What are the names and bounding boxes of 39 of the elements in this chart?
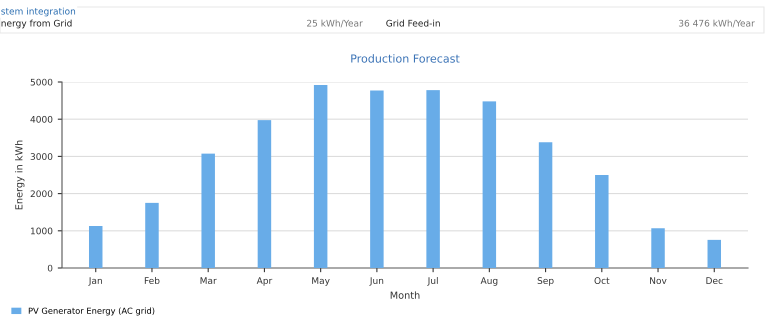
x-tick-label: Nov	[650, 277, 667, 284]
x-tick-label: Feb	[144, 277, 160, 284]
bar	[538, 142, 552, 268]
x-tick-label: Apr	[256, 277, 272, 286]
text: 25 kWh/Year	[307, 20, 363, 28]
x-tick-label: May	[312, 277, 330, 286]
x-axis-title: Month	[390, 291, 420, 299]
bar	[258, 120, 272, 268]
x-tick-label: Jul	[427, 277, 438, 286]
bar	[426, 90, 440, 268]
y-axis-title: Energy in kWh	[15, 140, 24, 210]
y-tick-label: 2000	[30, 190, 52, 198]
x-tick-label: Sep	[538, 277, 554, 286]
bar	[651, 228, 665, 268]
text: Grid Feed-in	[386, 20, 440, 27]
x-tick-label: Oct	[594, 277, 610, 284]
y-tick-label: 4000	[30, 116, 52, 123]
bar	[145, 202, 159, 268]
bar	[314, 84, 328, 268]
bar	[370, 90, 384, 268]
text: nergy from Grid	[2, 20, 72, 28]
chart-title: Production Forecast	[351, 54, 460, 63]
y-tick-label: 3000	[30, 153, 52, 160]
x-tick-label: Mar	[200, 277, 217, 284]
x-tick-label: Jun	[369, 277, 384, 286]
bar	[482, 101, 496, 268]
y-tick-label: 0	[48, 264, 52, 272]
y-tick-label: 1000	[30, 228, 52, 234]
bar	[708, 240, 722, 268]
bar	[201, 154, 215, 268]
legend-label: PV Generator Energy (AC grid)	[28, 307, 154, 316]
x-tick-label: Jan	[88, 277, 102, 286]
y-tick-label: 5000	[30, 78, 52, 86]
x-tick-label: Dec	[706, 277, 722, 284]
text: 36 476 kWh/Year	[678, 20, 755, 28]
bar	[595, 175, 609, 268]
bar	[88, 226, 102, 268]
x-tick-label: Aug	[480, 277, 498, 286]
text: stem integration	[1, 8, 76, 16]
